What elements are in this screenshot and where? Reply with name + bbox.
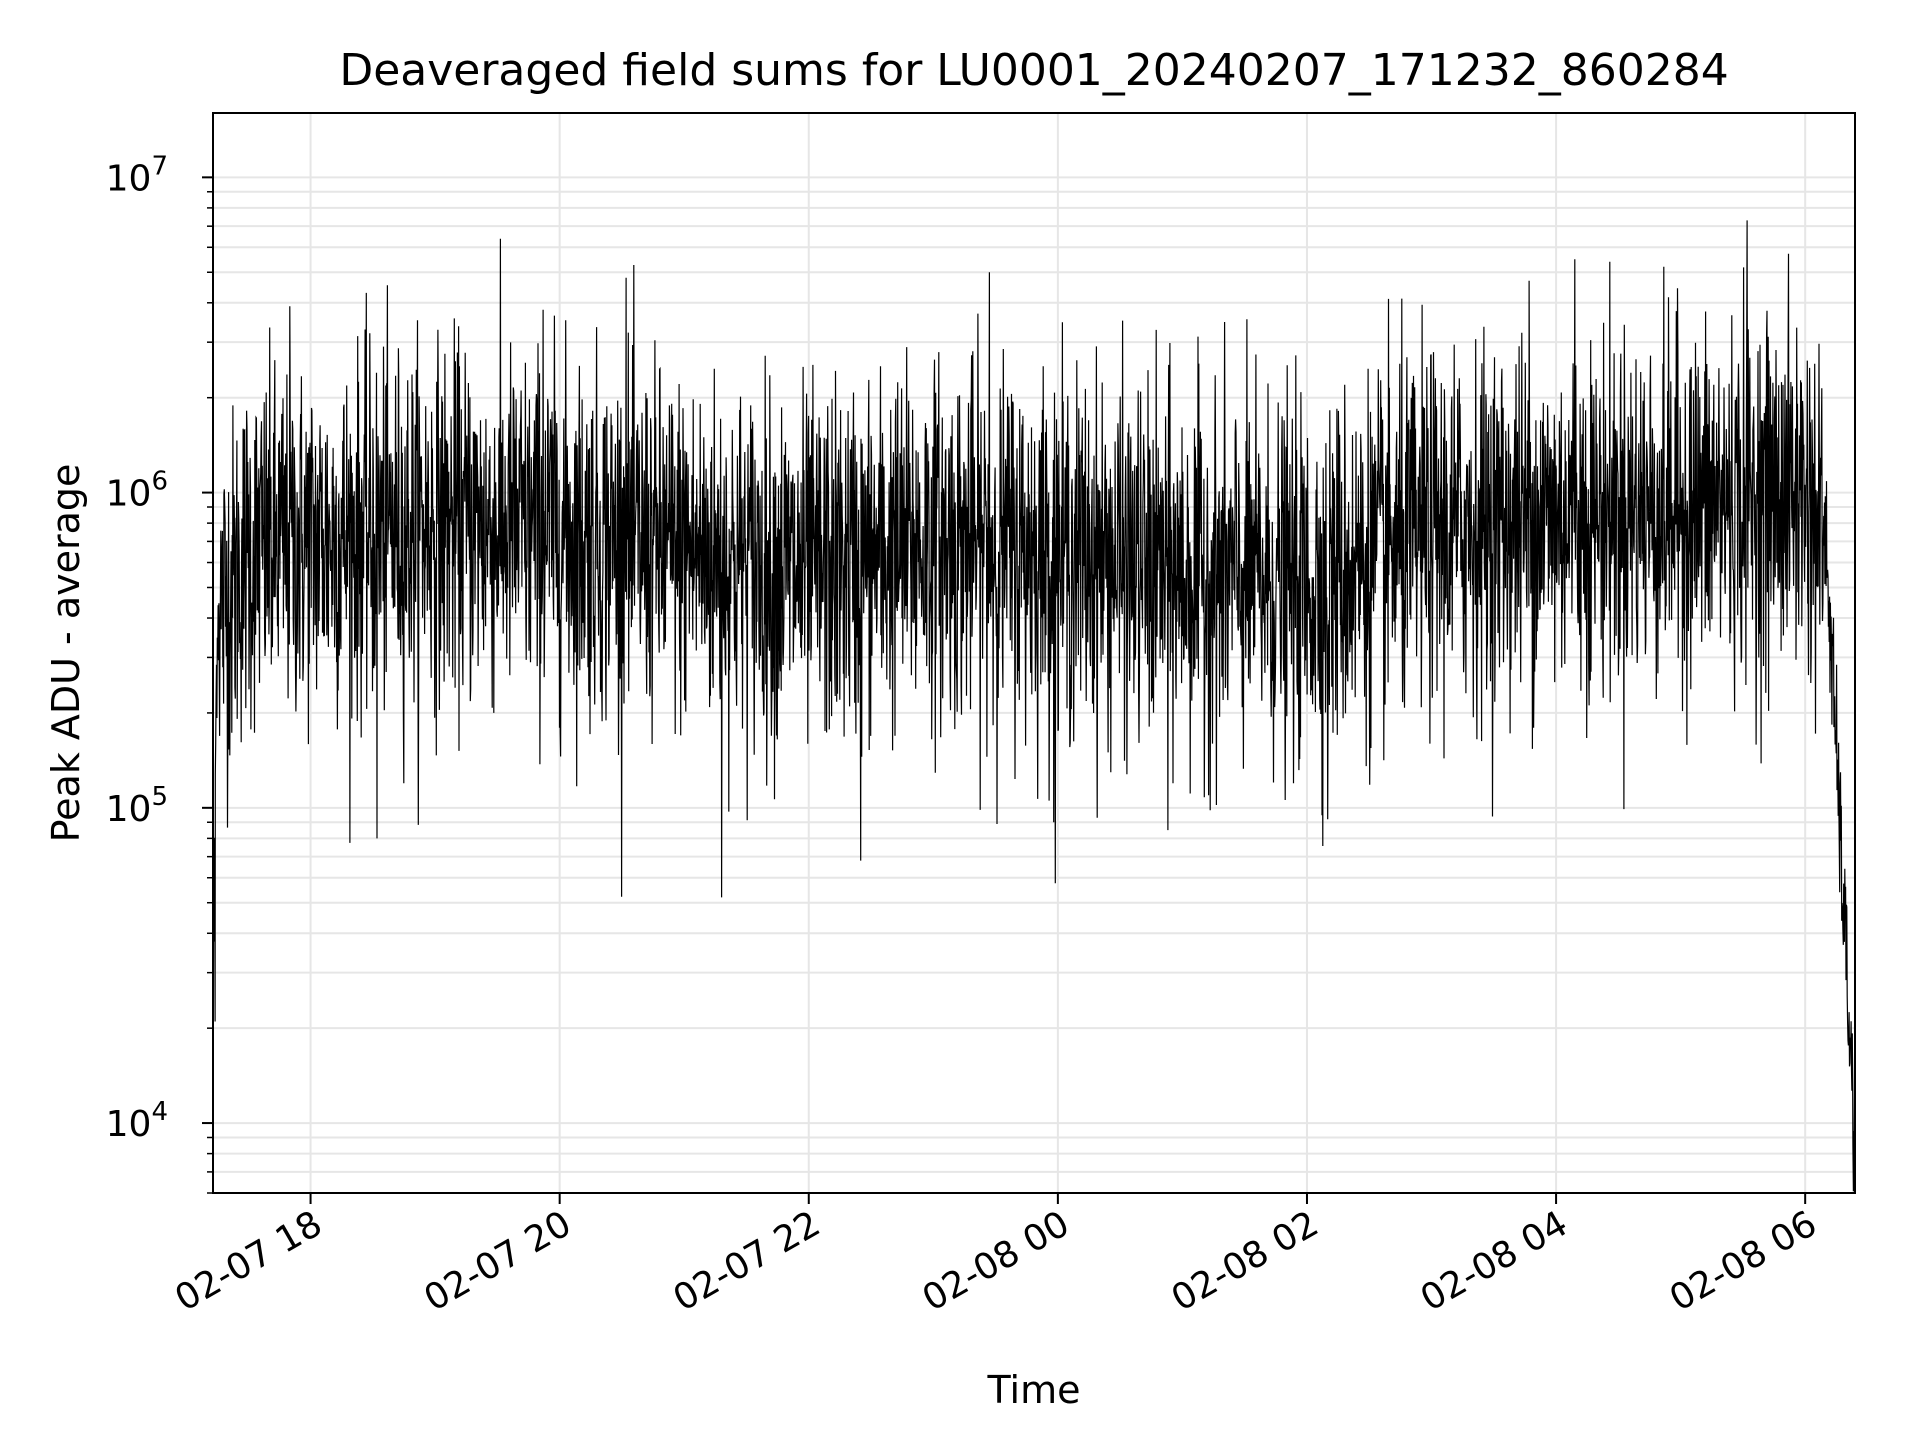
- x-axis-label: Time: [987, 1368, 1081, 1412]
- y-tick-label: 106: [106, 467, 168, 515]
- plot-frame: [212, 112, 1856, 1194]
- y-tick-label: 107: [106, 151, 168, 199]
- chart-title: Deaveraged field sums for LU0001_2024020…: [339, 45, 1728, 96]
- plot-area: [212, 220, 1856, 1192]
- y-tick-label: 105: [106, 782, 168, 830]
- y-tick-label: 104: [106, 1097, 168, 1145]
- y-axis-ticks: 104 105 106 107: [106, 151, 213, 1194]
- series-line: [212, 220, 1856, 1192]
- y-axis-label: Peak ADU - average: [44, 464, 88, 843]
